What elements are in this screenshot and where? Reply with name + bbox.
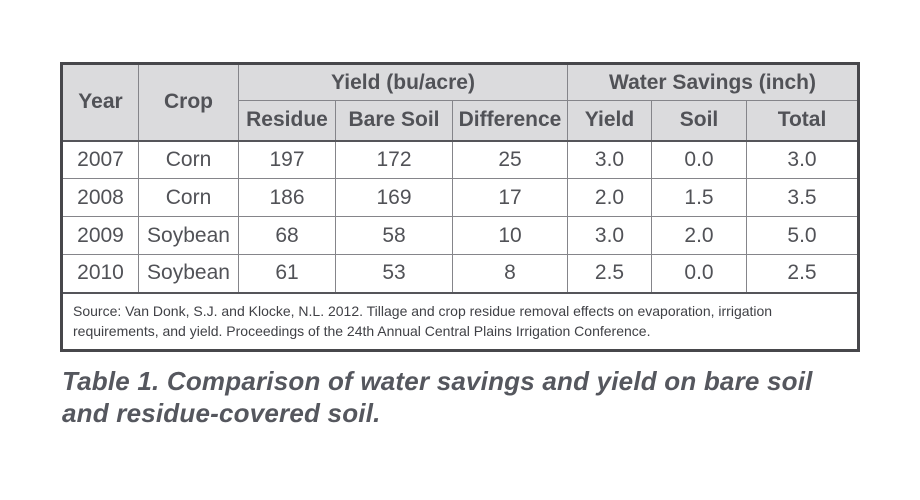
cell-residue: 197 (238, 139, 336, 179)
col-header-ws-soil: Soil (651, 100, 747, 141)
cell-ws-soil: 2.0 (651, 216, 747, 255)
table-row-2007: 2007 Corn 197 172 25 3.0 0.0 3.0 (61, 139, 860, 179)
col-header-residue: Residue (238, 100, 336, 141)
table-header-row-sub: Residue Bare Soil Difference Yield Soil … (62, 100, 860, 141)
col-header-crop: Crop (138, 63, 239, 141)
cell-difference: 17 (452, 178, 568, 217)
cell-ws-total: 3.5 (745, 178, 860, 217)
cell-crop: Soybean (138, 216, 239, 255)
table-header-row-groups: Year Crop Yield (bu/acre) Water Savings … (61, 63, 860, 141)
cell-bare-soil: 58 (335, 216, 453, 255)
col-header-ws-total: Total (745, 100, 860, 141)
cell-ws-soil: 1.5 (651, 178, 747, 217)
cell-residue: 186 (238, 178, 336, 217)
table-caption: Table 1. Comparison of water savings and… (62, 366, 813, 428)
col-header-ws-yield: Yield (567, 100, 652, 141)
cell-year: 2008 (61, 178, 139, 217)
cell-ws-yield: 2.5 (567, 254, 652, 293)
col-header-year: Year (61, 63, 139, 141)
cell-bare-soil: 169 (335, 178, 453, 217)
cell-difference: 25 (452, 139, 568, 179)
cell-ws-yield: 3.0 (567, 139, 652, 179)
group-header-yield: Yield (bu/acre) (238, 63, 568, 101)
cell-ws-total: 2.5 (745, 254, 860, 293)
cell-ws-soil: 0.0 (651, 139, 747, 179)
cell-ws-total: 5.0 (745, 216, 860, 255)
table-row-2010: 2010 Soybean 61 53 8 2.5 0.0 2.5 (61, 254, 860, 293)
table-row-2009: 2009 Soybean 68 58 10 3.0 2.0 5.0 (61, 216, 860, 255)
cell-residue: 68 (238, 216, 336, 255)
table-row-2008: 2008 Corn 186 169 17 2.0 1.5 3.5 (61, 178, 860, 217)
cell-ws-total: 3.0 (745, 139, 860, 179)
cell-bare-soil: 172 (335, 139, 453, 179)
col-header-difference: Difference (452, 100, 568, 141)
cell-ws-yield: 2.0 (567, 178, 652, 217)
cell-ws-yield: 3.0 (567, 216, 652, 255)
cell-year: 2009 (61, 216, 139, 255)
col-header-bare-soil: Bare Soil (335, 100, 453, 141)
data-table: Year Crop Yield (bu/acre) Water Savings … (60, 62, 861, 353)
cell-difference: 10 (452, 216, 568, 255)
cell-year: 2007 (61, 139, 139, 179)
cell-residue: 61 (238, 254, 336, 293)
cell-year: 2010 (61, 254, 139, 293)
group-header-water-savings: Water Savings (inch) (566, 63, 860, 101)
table-source-row: Source: Van Donk, S.J. and Klocke, N.L. … (60, 291, 860, 352)
source-citation: Source: Van Donk, S.J. and Klocke, N.L. … (60, 291, 860, 352)
cell-bare-soil: 53 (335, 254, 453, 293)
cell-crop: Corn (138, 139, 239, 179)
cell-ws-soil: 0.0 (651, 254, 747, 293)
cell-crop: Corn (138, 178, 239, 217)
cell-crop: Soybean (138, 254, 239, 293)
cell-difference: 8 (452, 254, 568, 293)
